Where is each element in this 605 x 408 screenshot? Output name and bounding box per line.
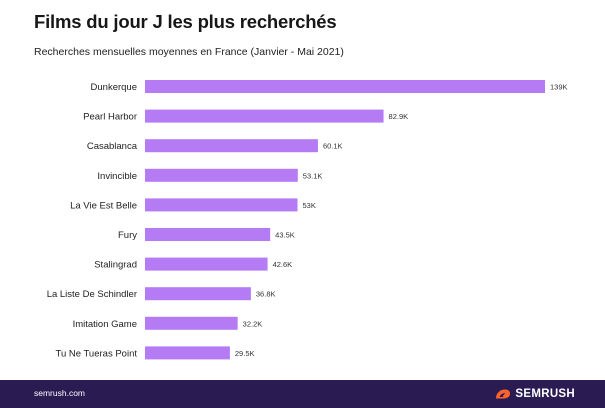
bar (145, 198, 298, 212)
bar-chart: Dunkerque 139K Pearl Harbor 82.9K Casablanca… (47, 80, 568, 360)
category-label: Imitation Game (73, 319, 137, 330)
category-label: Casablanca (87, 141, 138, 152)
value-label: 32.2K (243, 319, 263, 328)
category-label: Fury (118, 230, 137, 241)
chart-subtitle: Recherches mensuelles moyennes en France… (34, 46, 344, 58)
value-label: 53K (303, 201, 316, 210)
category-label: Dunkerque (91, 82, 137, 93)
footer: semrush.com SEMRUSH (0, 380, 605, 408)
bar (145, 346, 230, 360)
value-label: 82.9K (389, 112, 409, 121)
bar (145, 139, 318, 153)
bar (145, 287, 251, 301)
semrush-flame-icon (496, 389, 511, 399)
footer-url[interactable]: semrush.com (34, 388, 86, 398)
category-label: La Liste De Schindler (47, 289, 137, 300)
category-label: Pearl Harbor (83, 112, 137, 123)
bar (145, 228, 271, 241)
brand-logo[interactable]: SEMRUSH (494, 387, 575, 400)
brand-name: SEMRUSH (515, 387, 575, 400)
value-label: 139K (550, 83, 568, 92)
value-label: 53.1K (303, 171, 323, 180)
bar (145, 168, 298, 182)
category-label: La Vie Est Belle (70, 200, 137, 211)
bar (145, 109, 384, 123)
value-label: 42.6K (273, 260, 293, 269)
bar (145, 80, 545, 93)
chart-title: Films du jour J les plus recherchés (34, 11, 337, 32)
category-label: Tu Ne Tueras Point (56, 348, 138, 359)
category-label: Invincible (97, 171, 137, 182)
value-label: 60.1K (323, 142, 343, 151)
value-label: 43.5K (275, 231, 295, 240)
bar (145, 316, 238, 330)
category-label: Stalingrad (94, 260, 137, 271)
value-label: 29.5K (235, 349, 255, 358)
bar (145, 257, 268, 271)
value-label: 36.8K (256, 290, 276, 299)
